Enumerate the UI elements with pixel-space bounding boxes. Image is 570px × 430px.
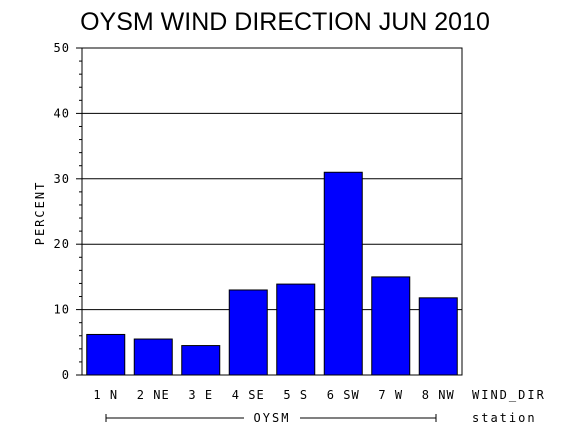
- bar-1: [86, 333, 126, 376]
- y-minor-ticks: [79, 60, 82, 363]
- x-tick-label: 5 S: [283, 388, 308, 402]
- bar-7: [371, 276, 411, 376]
- bar-5: [276, 283, 316, 376]
- y-tick-label: 10: [54, 303, 70, 317]
- bars: [86, 171, 458, 376]
- station-group-label: OYSM: [254, 411, 291, 425]
- y-tick-label: 40: [54, 106, 70, 120]
- x-tick-label: 6 SW: [327, 388, 360, 402]
- x-tick-label: 1 N: [93, 388, 118, 402]
- station-axis-label: station: [472, 411, 537, 425]
- y-tick-label: 50: [54, 41, 70, 55]
- x-tick-label: 8 NW: [422, 388, 455, 402]
- x-tick-labels: 1 N 2 NE 3 E 4 SE 5 S 6 SW 7 W 8 NW: [93, 388, 455, 402]
- y-tick-labels: 0 10 20 30 40 50: [54, 41, 70, 382]
- x-axis-label: WIND_DIR: [472, 388, 546, 402]
- x-tick-label: 7 W: [378, 388, 403, 402]
- y-tick-label: 30: [54, 172, 70, 186]
- x-tick-label: 4 SE: [232, 388, 265, 402]
- x-tick-label: 2 NE: [137, 388, 170, 402]
- station-group-bracket: OYSM: [105, 411, 437, 425]
- y-axis-label: PERCENT: [33, 181, 47, 246]
- x-tick-label: 3 E: [188, 388, 213, 402]
- bar-2: [133, 338, 173, 376]
- bar-4: [228, 289, 268, 376]
- bar-3: [181, 345, 221, 376]
- bar-8: [418, 297, 458, 376]
- chart-title: OYSM WIND DIRECTION JUN 2010: [80, 8, 490, 36]
- y-tick-label: 20: [54, 237, 70, 251]
- y-tick-label: 0: [62, 368, 70, 382]
- bar-6: [323, 171, 363, 376]
